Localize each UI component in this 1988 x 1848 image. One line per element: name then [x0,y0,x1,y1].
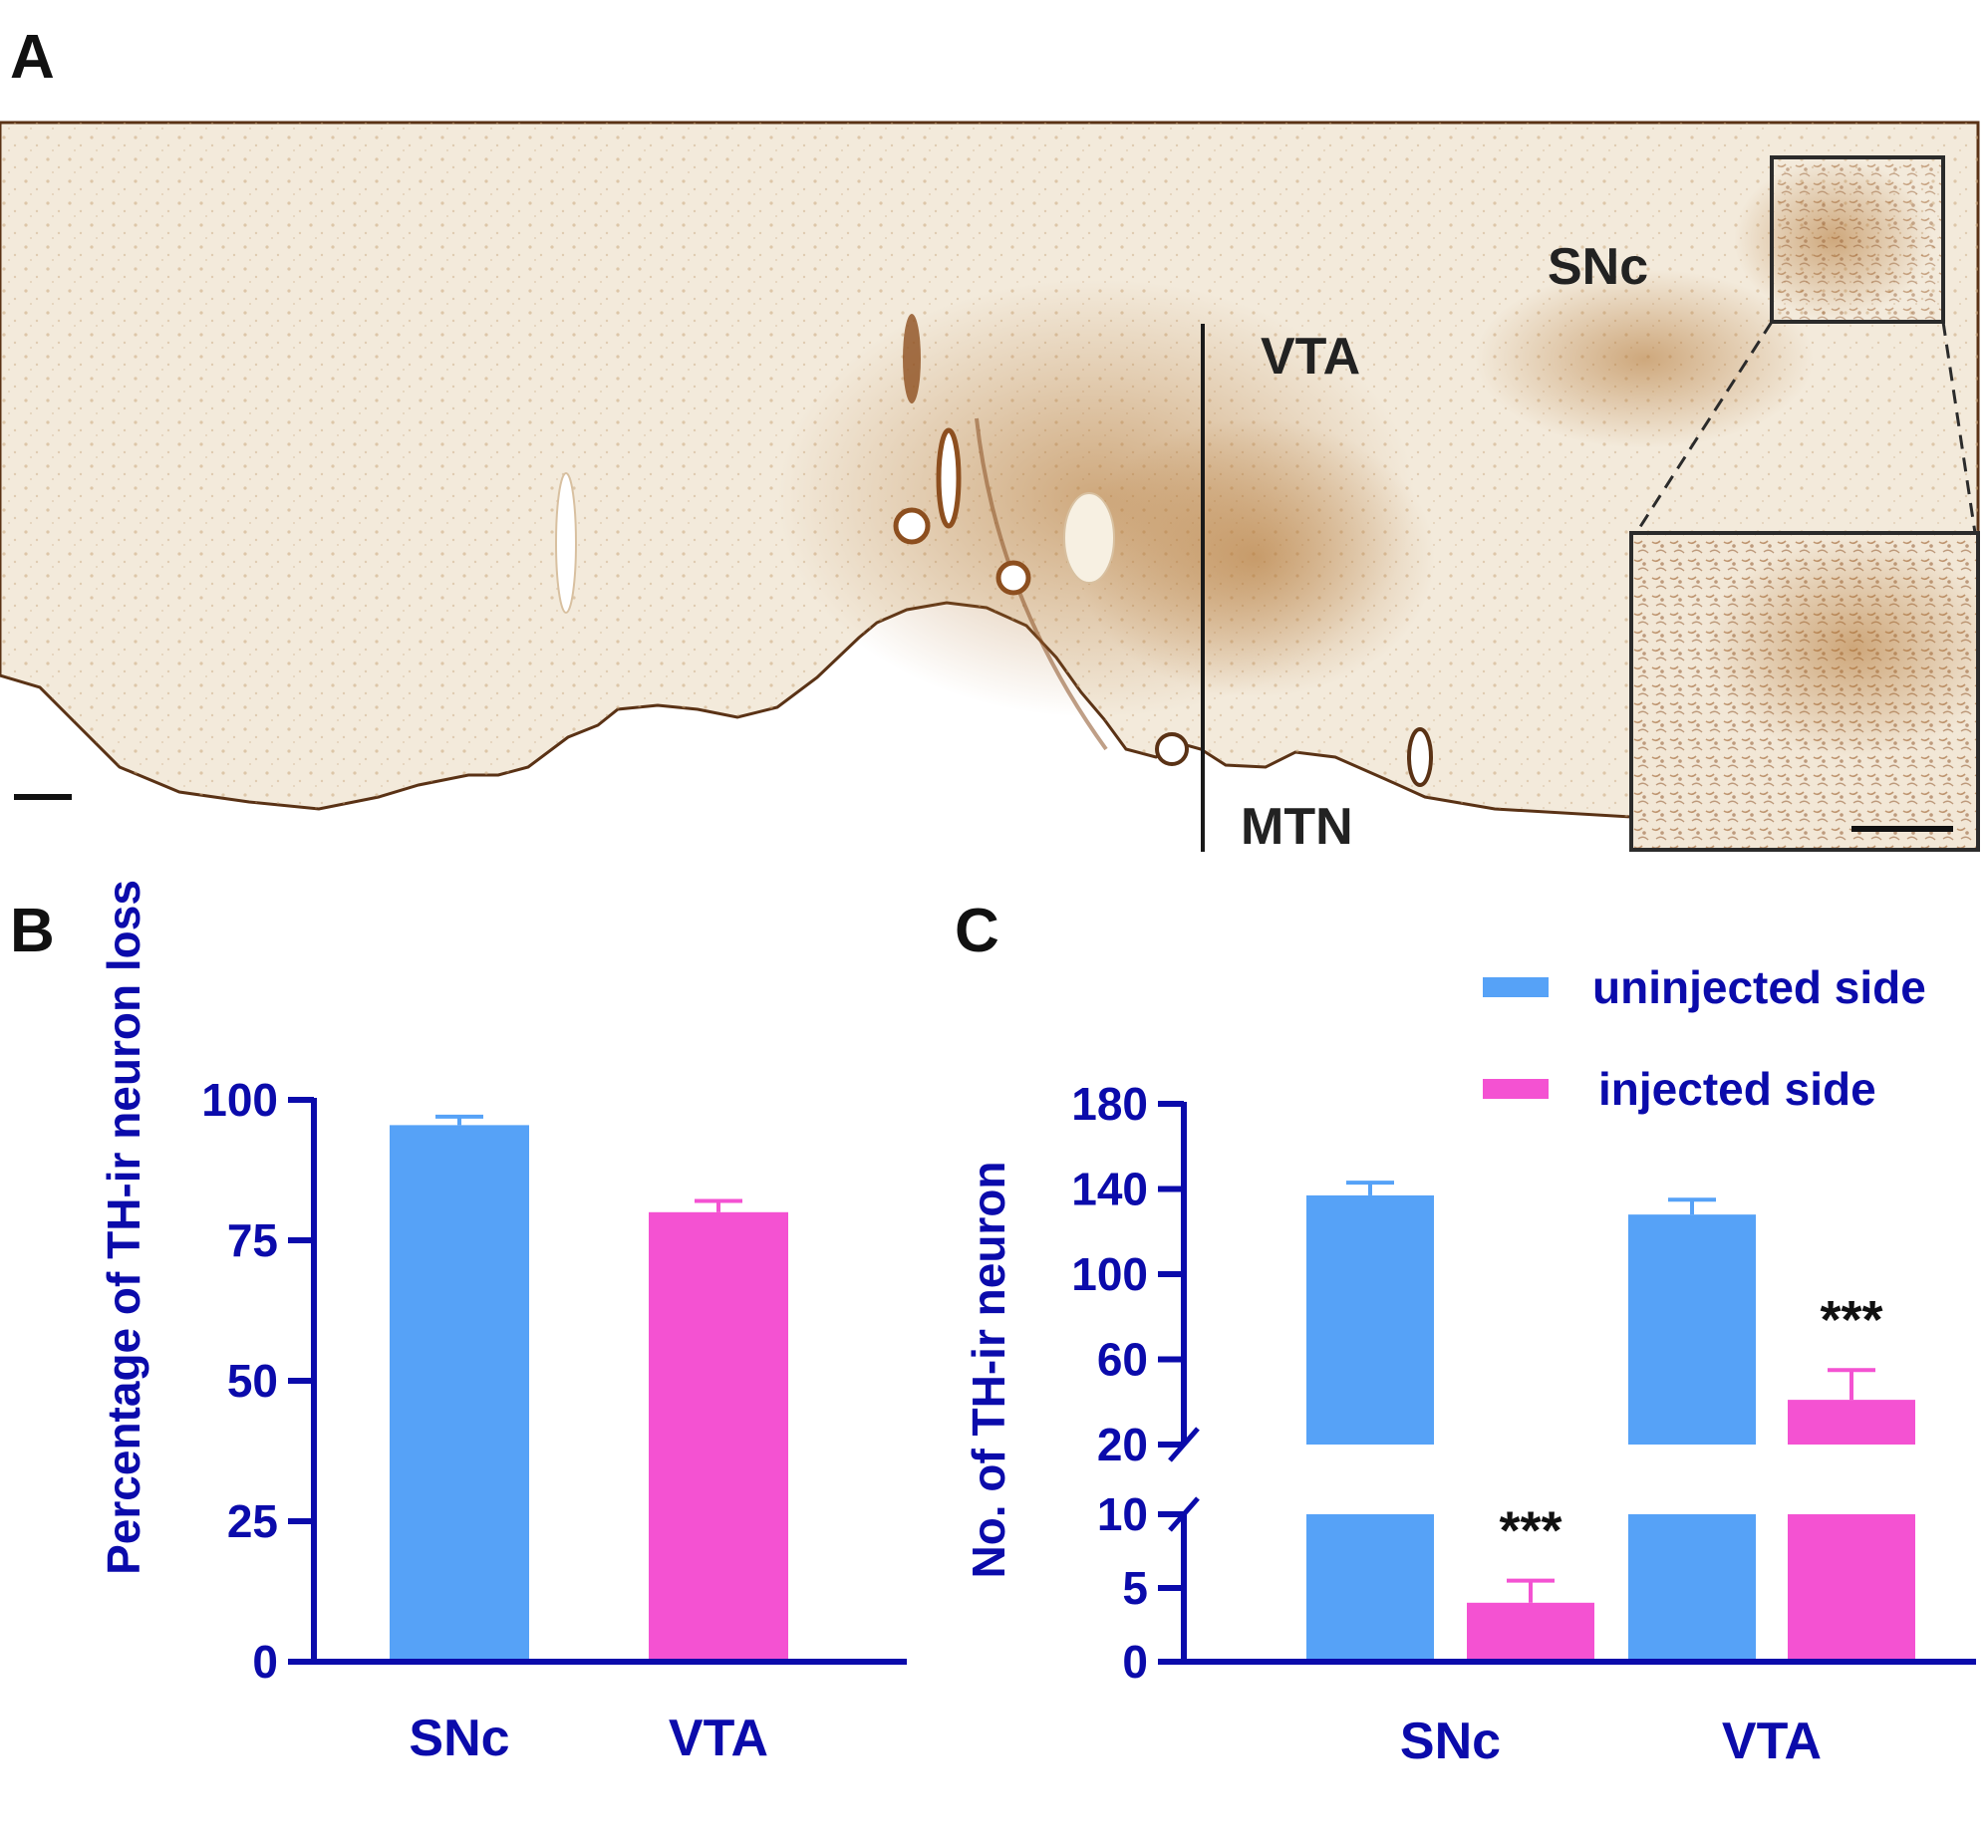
inset-image [1631,533,1978,850]
panel-b: B Percentage of TH-ir neuron loss 0 25 50 7… [10,880,907,1767]
label-snc: SNc [1548,238,1648,296]
y-tick-label: 5 [1122,1562,1148,1614]
y-tick-label: 0 [1122,1636,1148,1688]
legend-swatch-injected [1483,1079,1549,1099]
legend-label-uninjected: uninjected side [1592,961,1926,1013]
legend: uninjected side injected side [1483,961,1926,1115]
bar-vta-injected [1788,1400,1915,1445]
chart-c: No. of TH-ir neuron uninjected side inje… [963,961,1976,1770]
label-vta: VTA [1261,328,1360,386]
snc-box-fibers [1772,157,1943,322]
y-ticks: 0 5 10 20 60 100 140 180 [1071,1078,1184,1688]
bar-snc-uninjected-lower [1306,1514,1434,1659]
panel-a: A [0,23,1980,856]
y-axis-label: No. of TH-ir neuron [963,1161,1014,1578]
vessel-2 [936,427,962,529]
zoom-line-left [1634,321,1774,534]
legend-swatch-uninjected [1483,977,1549,997]
panel-a-letter: A [10,23,55,92]
panel-b-letter: B [10,897,55,965]
y-tick-label: 180 [1071,1078,1148,1130]
y-tick-label: 0 [252,1636,278,1688]
vessel-7 [1407,727,1433,787]
bar-snc [390,1125,529,1659]
y-tick-label: 10 [1097,1488,1148,1540]
y-tick-label: 100 [201,1074,278,1126]
bar-vta-injected-lower [1788,1514,1915,1659]
y-tick-label: 140 [1071,1164,1148,1215]
panel-c-letter: C [955,897,999,965]
y-ticks: 0 25 50 75 100 [201,1074,314,1688]
label-mtn: MTN [1241,798,1353,856]
vta-lateral-stain [1076,418,1435,697]
bar-vta [649,1211,788,1659]
bar-vta-uninjected [1628,1214,1756,1445]
bar-snc-uninjected [1306,1194,1434,1445]
vessel-5 [1063,492,1115,584]
significance-marker: *** [1820,1290,1882,1350]
bar-snc-injected [1467,1602,1594,1659]
bars [390,1125,788,1659]
inset-border [1629,531,1980,852]
x-tick-label: VTA [1722,1713,1822,1770]
significance-marker: *** [1499,1501,1562,1561]
panel-c: C No. of TH-ir neuron uninjected side in… [955,897,1976,1770]
vessel-8 [1155,732,1189,766]
error-bars [435,1114,742,1212]
x-tick-label: VTA [669,1710,768,1767]
y-axis-label: Percentage of TH-ir neuron loss [98,880,149,1575]
y-tick-label: 20 [1097,1419,1148,1470]
vessel-3 [893,507,931,545]
histology-image: VTA SNc MTN [0,121,1980,856]
snc-region-box [1770,155,1945,324]
bars [1306,1194,1915,1659]
zoom-line-right [1941,321,1977,534]
y-tick-label: 25 [227,1495,278,1547]
x-tick-label: SNc [1400,1713,1501,1770]
vessel-4 [995,560,1031,596]
vessel-6 [555,472,577,614]
error-bars [1346,1181,1875,1603]
y-tick-label: 60 [1097,1334,1148,1386]
y-tick-label: 50 [227,1355,278,1407]
x-tick-label: SNc [409,1710,509,1767]
y-tick-label: 75 [227,1214,278,1266]
legend-label-injected: injected side [1598,1063,1876,1115]
y-tick-label: 100 [1071,1248,1148,1300]
snc-stain [1475,269,1814,448]
vessel-1 [903,314,921,403]
bar-vta-uninjected-lower [1628,1514,1756,1659]
chart-b: Percentage of TH-ir neuron loss 0 25 50 75 1… [98,880,907,1767]
